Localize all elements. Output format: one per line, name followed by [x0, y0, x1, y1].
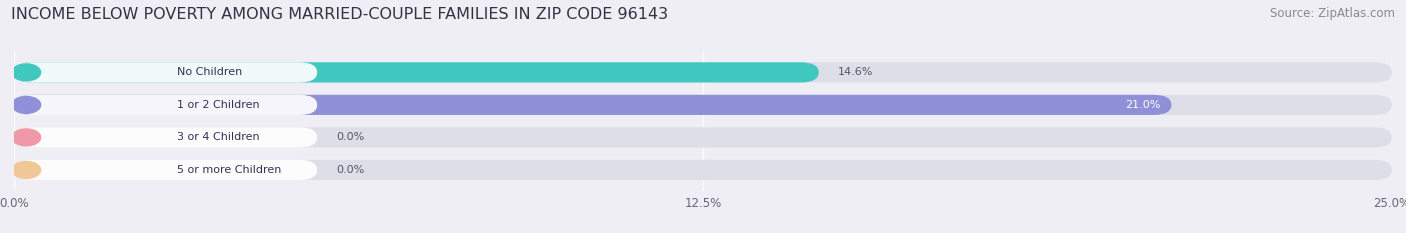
FancyBboxPatch shape: [14, 62, 318, 82]
Circle shape: [11, 161, 41, 178]
FancyBboxPatch shape: [14, 95, 1171, 115]
FancyBboxPatch shape: [14, 160, 318, 180]
FancyBboxPatch shape: [14, 127, 1392, 147]
Text: 5 or more Children: 5 or more Children: [177, 165, 281, 175]
FancyBboxPatch shape: [14, 62, 1392, 82]
FancyBboxPatch shape: [14, 95, 1392, 115]
Text: INCOME BELOW POVERTY AMONG MARRIED-COUPLE FAMILIES IN ZIP CODE 96143: INCOME BELOW POVERTY AMONG MARRIED-COUPL…: [11, 7, 668, 22]
Text: Source: ZipAtlas.com: Source: ZipAtlas.com: [1270, 7, 1395, 20]
FancyBboxPatch shape: [14, 127, 318, 147]
FancyBboxPatch shape: [14, 160, 1392, 180]
Text: 0.0%: 0.0%: [336, 165, 364, 175]
Circle shape: [11, 64, 41, 81]
Text: 1 or 2 Children: 1 or 2 Children: [177, 100, 260, 110]
Text: 21.0%: 21.0%: [1125, 100, 1160, 110]
Text: 3 or 4 Children: 3 or 4 Children: [177, 132, 260, 142]
Text: No Children: No Children: [177, 67, 242, 77]
Circle shape: [11, 96, 41, 113]
FancyBboxPatch shape: [14, 62, 818, 82]
Circle shape: [11, 129, 41, 146]
FancyBboxPatch shape: [14, 95, 318, 115]
Text: 14.6%: 14.6%: [838, 67, 873, 77]
Text: 0.0%: 0.0%: [336, 132, 364, 142]
